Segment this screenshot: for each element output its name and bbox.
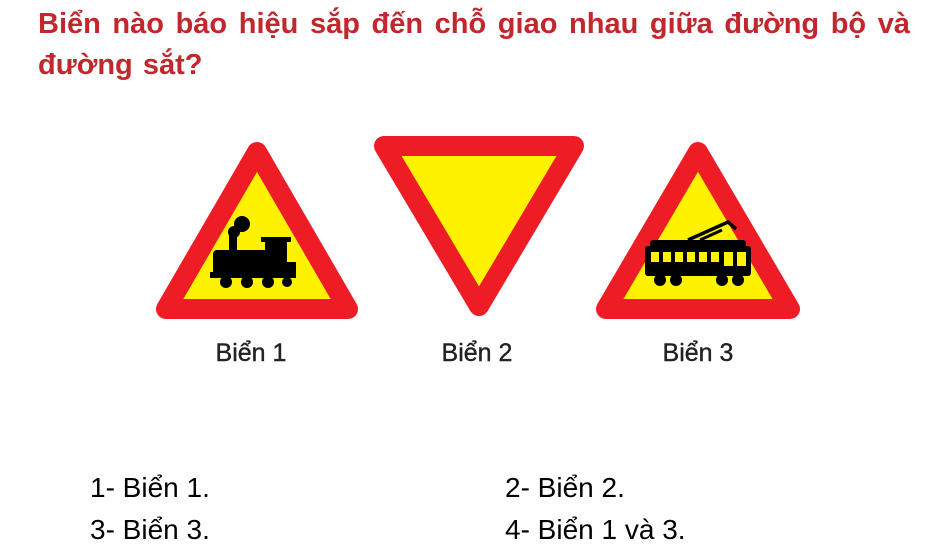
answer-option-2[interactable]: 2- Biển 2. (505, 472, 625, 503)
inverted-triangle-icon (374, 136, 584, 316)
sign-1-label: Biển 1 (216, 339, 287, 367)
answer-option-1[interactable]: 1- Biển 1. (90, 472, 210, 503)
sign-3-triangle (596, 142, 800, 319)
sign-3: Biển 3 (596, 142, 800, 367)
tram-icon (645, 219, 751, 286)
question-text: Biển nào báo hiệu sắp đến chỗ giao nhau … (38, 8, 910, 81)
answer-option-3[interactable]: 3- Biển 3. (90, 514, 210, 545)
sign-2-label: Biển 2 (442, 339, 513, 367)
answer-option-4[interactable]: 4- Biển 1 và 3. (505, 514, 686, 545)
sign-1: Biển 1 (156, 142, 358, 367)
steam-locomotive-icon (210, 216, 296, 288)
sign-2: Biển 2 (374, 136, 584, 367)
sign-3-label: Biển 3 (663, 339, 734, 367)
sign-1-triangle (156, 142, 358, 319)
